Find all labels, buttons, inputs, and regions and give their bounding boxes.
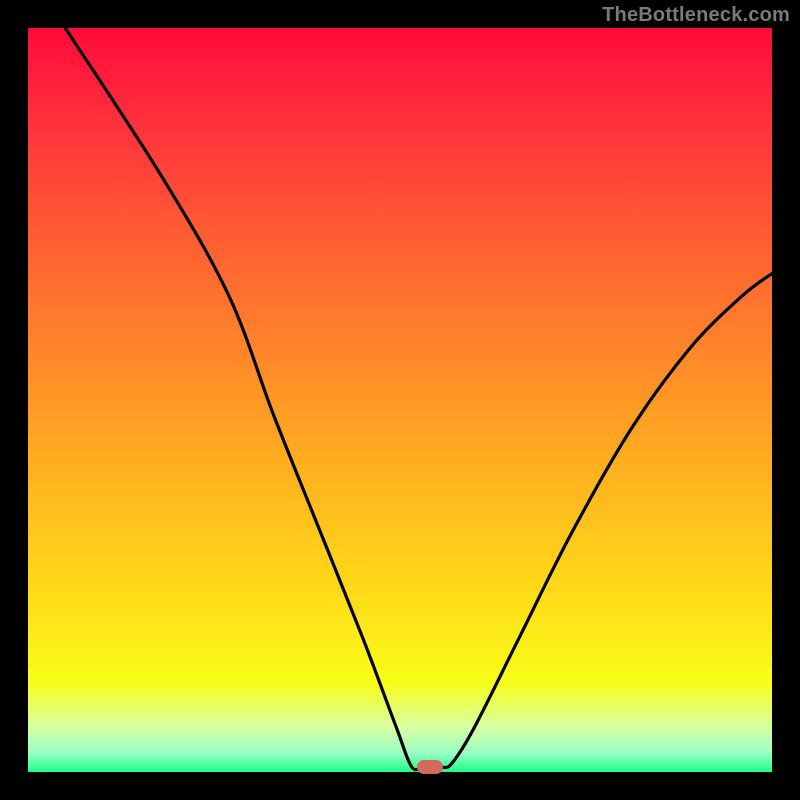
chart-frame: TheBottleneck.com bbox=[0, 0, 800, 800]
curve-layer bbox=[0, 0, 800, 800]
bottleneck-marker bbox=[417, 760, 443, 774]
bottleneck-curve bbox=[65, 28, 772, 770]
watermark-text: TheBottleneck.com bbox=[602, 4, 790, 27]
